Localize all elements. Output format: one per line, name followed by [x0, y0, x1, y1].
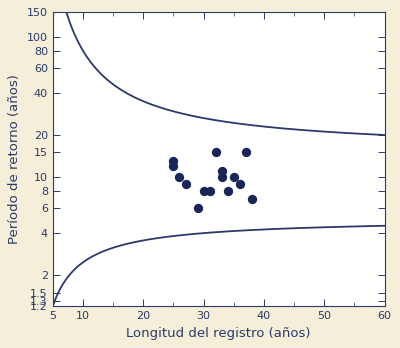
Point [218, 168, 225, 174]
Point [224, 188, 231, 193]
Point [200, 188, 207, 193]
Point [218, 174, 225, 180]
Point [243, 150, 249, 155]
Point [237, 181, 243, 187]
Point [206, 188, 213, 193]
Point [212, 150, 219, 155]
Y-axis label: Período de retorno (años): Período de retorno (años) [8, 74, 21, 244]
Point [176, 174, 183, 180]
Point [182, 181, 189, 187]
X-axis label: Longitud del registro (años): Longitud del registro (años) [126, 327, 311, 340]
Point [170, 163, 177, 169]
Point [249, 196, 255, 202]
Point [194, 205, 201, 211]
Point [170, 158, 177, 164]
Point [230, 174, 237, 180]
